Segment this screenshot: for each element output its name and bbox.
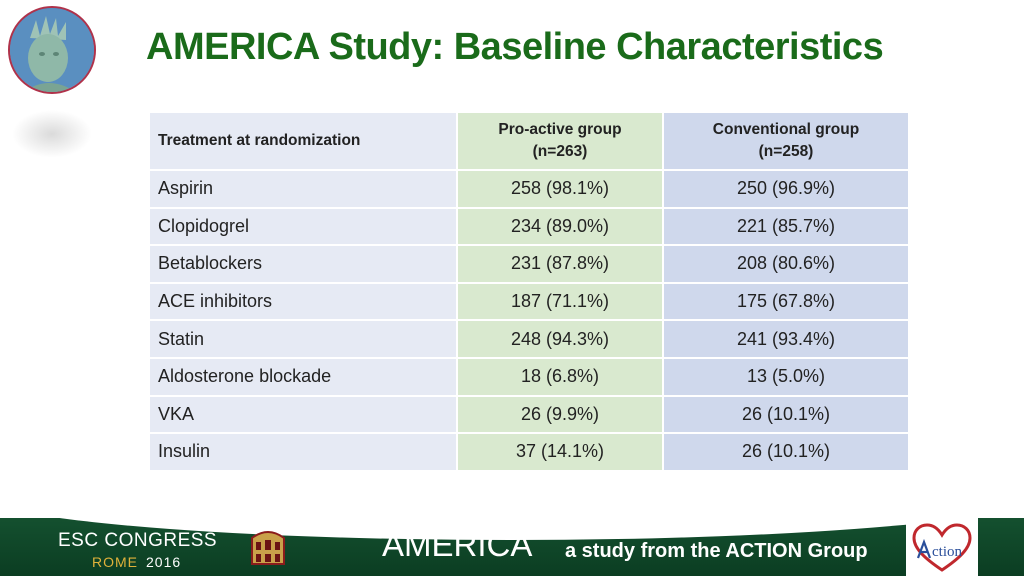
- table-row: VKA 26 (9.9%) 26 (10.1%): [148, 394, 910, 435]
- conventional-cell: 26 (10.1%): [662, 432, 910, 472]
- decorative-shadow: [12, 110, 92, 158]
- esc-congress-city: ROME: [92, 554, 138, 570]
- proactive-cell: 231 (87.8%): [456, 244, 664, 284]
- baseline-table: Treatment at randomization Pro-active gr…: [148, 111, 910, 472]
- header-conventional-label: Conventional group: [712, 121, 860, 138]
- table-row: Aspirin 258 (98.1%) 250 (96.9%): [148, 169, 910, 209]
- treatment-cell: ACE inhibitors: [148, 281, 458, 322]
- proactive-cell: 234 (89.0%): [456, 206, 664, 247]
- proactive-cell: 258 (98.1%): [456, 169, 664, 209]
- statue-of-liberty-icon: [8, 6, 96, 94]
- esc-congress-location: ROME 2016: [58, 554, 217, 570]
- treatment-cell: VKA: [148, 394, 458, 435]
- treatment-cell: Aspirin: [148, 169, 458, 209]
- header-proactive: Pro-active group (n=263): [456, 111, 664, 171]
- table-row: Aldosterone blockade 18 (6.8%) 13 (5.0%): [148, 356, 910, 397]
- conventional-cell: 241 (93.4%): [662, 319, 910, 359]
- conventional-cell: 13 (5.0%): [662, 356, 910, 397]
- action-group-logo: ction: [906, 518, 978, 576]
- footer-curve-divider: [0, 470, 1024, 540]
- study-name: AMERICA: [382, 526, 533, 563]
- study-tagline: a study from the ACTION Group: [565, 540, 868, 562]
- header-proactive-label: Pro-active group: [498, 121, 622, 138]
- table-row: Statin 248 (94.3%) 241 (93.4%): [148, 319, 910, 359]
- proactive-cell: 26 (9.9%): [456, 394, 664, 435]
- heart-outline-icon: [912, 523, 972, 572]
- header-proactive-n: (n=263): [532, 143, 588, 160]
- table-row: Clopidogrel 234 (89.0%) 221 (85.7%): [148, 206, 910, 247]
- treatment-cell: Betablockers: [148, 244, 458, 284]
- action-logo-text: ction: [932, 544, 962, 560]
- table-header-row: Treatment at randomization Pro-active gr…: [148, 111, 910, 171]
- colosseum-icon: [248, 524, 288, 568]
- conventional-cell: 250 (96.9%): [662, 169, 910, 209]
- page-title: AMERICA Study: Baseline Characteristics: [146, 26, 884, 68]
- header-conventional-n: (n=258): [758, 143, 814, 160]
- treatment-cell: Insulin: [148, 432, 458, 472]
- proactive-cell: 37 (14.1%): [456, 432, 664, 472]
- table-row: Betablockers 231 (87.8%) 208 (80.6%): [148, 244, 910, 284]
- proactive-cell: 187 (71.1%): [456, 281, 664, 322]
- proactive-cell: 18 (6.8%): [456, 356, 664, 397]
- header-conventional: Conventional group (n=258): [662, 111, 910, 171]
- treatment-cell: Statin: [148, 319, 458, 359]
- conventional-cell: 175 (67.8%): [662, 281, 910, 322]
- header-treatment: Treatment at randomization: [148, 111, 458, 171]
- esc-congress-label: ESC CONGRESS: [58, 530, 218, 551]
- table-row: Insulin 37 (14.1%) 26 (10.1%): [148, 432, 910, 472]
- treatment-cell: Aldosterone blockade: [148, 356, 458, 397]
- treatment-cell: Clopidogrel: [148, 206, 458, 247]
- esc-congress-year: 2016: [146, 554, 182, 570]
- conventional-cell: 26 (10.1%): [662, 394, 910, 435]
- conventional-cell: 221 (85.7%): [662, 206, 910, 247]
- table-row: ACE inhibitors 187 (71.1%) 175 (67.8%): [148, 281, 910, 322]
- conventional-cell: 208 (80.6%): [662, 244, 910, 284]
- proactive-cell: 248 (94.3%): [456, 319, 664, 359]
- esc-congress-logo: ESC CONGRESS ROME 2016: [58, 530, 217, 570]
